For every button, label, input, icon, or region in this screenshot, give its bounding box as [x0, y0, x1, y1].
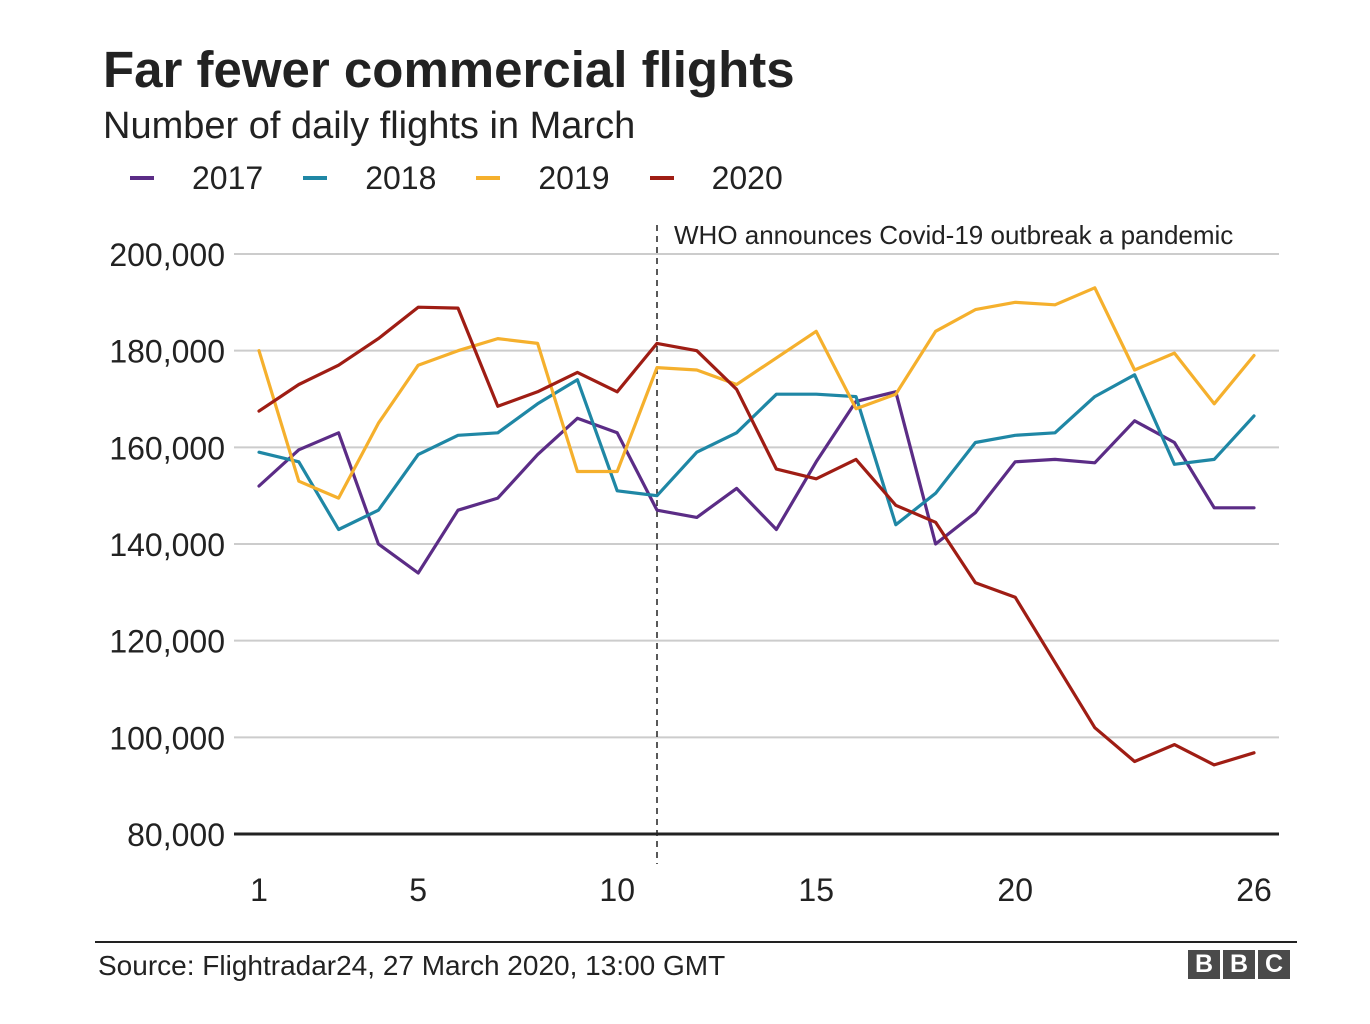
x-tick-label: 5 [409, 872, 427, 908]
x-tick-label: 20 [997, 872, 1033, 908]
y-tick-label: 100,000 [109, 720, 225, 756]
bbc-logo-block: B [1223, 950, 1255, 979]
source-note: Source: Flightradar24, 27 March 2020, 13… [98, 950, 726, 981]
x-tick-label: 1 [250, 872, 268, 908]
chart-legend: 2017 2018 2019 2020 [130, 158, 823, 198]
legend-swatch-2017 [130, 176, 154, 180]
legend-label-2018: 2018 [365, 159, 437, 196]
legend-item-2017: 2017 [130, 160, 263, 197]
legend-item-2019: 2019 [476, 159, 610, 197]
bbc-logo: B B C [1188, 950, 1290, 979]
y-tick-label: 160,000 [109, 430, 225, 466]
x-tick-label: 26 [1236, 872, 1272, 908]
legend-label-2019: 2019 [538, 159, 610, 196]
y-tick-label: 140,000 [109, 527, 225, 563]
legend-swatch-2018 [303, 176, 328, 180]
x-tick-label: 15 [798, 872, 834, 908]
legend-item-2018: 2018 [303, 160, 436, 197]
series-line-2018 [257, 373, 1256, 532]
y-tick-label: 200,000 [109, 237, 225, 273]
legend-label-2017: 2017 [192, 159, 264, 196]
y-tick-label: 180,000 [109, 334, 225, 370]
legend-item-2020: 2020 [649, 159, 783, 197]
y-tick-label: 120,000 [109, 624, 225, 660]
series-line-2019 [257, 286, 1256, 500]
legend-label-2020: 2020 [711, 159, 783, 196]
bbc-logo-block: B [1188, 950, 1220, 979]
footer-divider [95, 941, 1297, 943]
y-tick-label: 80,000 [127, 817, 225, 853]
chart-title: Far fewer commercial flights [103, 41, 795, 98]
annotation-label: WHO announces Covid-19 outbreak a pandem… [674, 220, 1233, 250]
x-tick-label: 10 [599, 872, 635, 908]
legend-swatch-2019 [476, 176, 501, 180]
series-line-2017 [257, 390, 1256, 575]
series-line-2020 [257, 305, 1256, 767]
legend-swatch-2020 [649, 176, 674, 180]
bbc-logo-block: C [1258, 950, 1290, 979]
chart-subtitle: Number of daily flights in March [103, 105, 636, 147]
